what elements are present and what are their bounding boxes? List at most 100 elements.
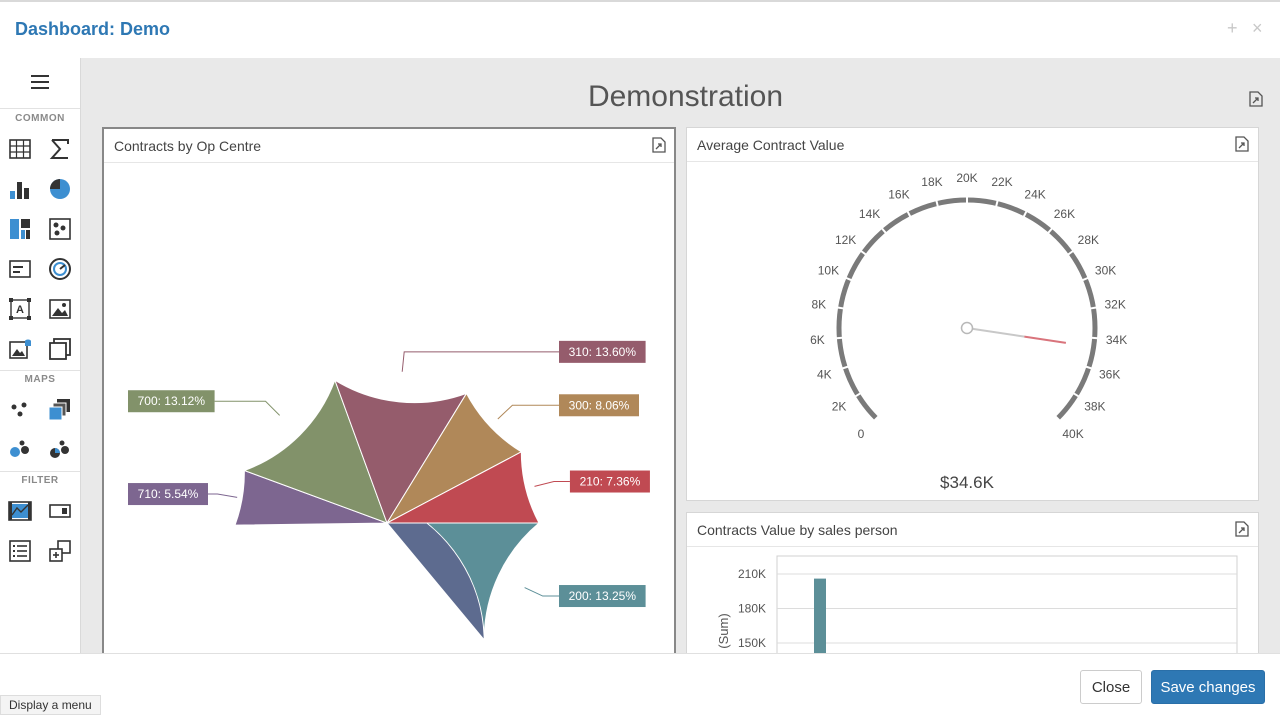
close-icon[interactable]: × <box>1252 18 1263 38</box>
gauge-panel[interactable]: Average Contract Value 0 2K 4K 6K 8K 10K 12K 14… <box>686 127 1259 501</box>
list-box-icon[interactable] <box>8 539 32 563</box>
tooltip: Display a menu <box>0 695 101 715</box>
treemap-icon[interactable] <box>8 217 32 241</box>
pie-label: 210: 7.36% <box>534 470 650 493</box>
gauge-needle <box>960 321 1067 344</box>
gauge-tick <box>1073 392 1080 398</box>
gauge-tick <box>1090 306 1097 310</box>
bar-y-tick-label: 180K <box>738 602 766 616</box>
pie-map-icon[interactable] <box>48 438 72 462</box>
gauge-tick-label: 4K <box>817 367 832 381</box>
gauge-tick-label: 12K <box>835 233 856 247</box>
bar-plot-area <box>776 555 1238 653</box>
gauge-tick <box>873 415 880 422</box>
gauge-tick-label: 10K <box>818 264 839 278</box>
toolbox-group-filter: FILTER <box>21 475 59 486</box>
svg-text:300: 8.06%: 300: 8.06% <box>569 398 630 412</box>
svg-text:310: 13.60%: 310: 13.60% <box>569 345 637 359</box>
gauge-tick-label: 26K <box>1054 207 1075 221</box>
pie-chart: 200: 13.25% 710: 5.54% 700: 13.12% 310: 13.… <box>128 340 650 642</box>
gauge-tick <box>881 227 887 234</box>
bar[interactable] <box>814 578 826 653</box>
bubble-map-icon[interactable] <box>8 438 32 462</box>
hamburger-menu-icon[interactable] <box>31 75 49 89</box>
grid-icon[interactable] <box>8 137 32 161</box>
gauge-tick-label: 34K <box>1106 333 1127 347</box>
toolbox-group-maps: MAPS <box>24 374 56 385</box>
close-button[interactable]: Close <box>1080 670 1142 704</box>
range-filter-icon[interactable] <box>8 499 32 523</box>
sum-icon[interactable] <box>48 137 72 161</box>
card-icon[interactable] <box>8 257 32 281</box>
geo-point-map-icon[interactable] <box>8 398 32 422</box>
pie-slice[interactable] <box>242 378 388 524</box>
gauge-tick-label: 36K <box>1099 367 1120 381</box>
gauge-tick <box>837 306 844 310</box>
dashboard-canvas: Demonstration Contracts by Op Centre 200… <box>81 58 1280 653</box>
pie-panel-title: Contracts by Op Centre <box>114 138 262 154</box>
dashboard-title[interactable]: Demonstration <box>587 80 784 113</box>
toolbox-group-common: COMMON <box>15 113 65 124</box>
gauge-tick-label: 38K <box>1084 399 1105 413</box>
gauge-tick-label: 22K <box>991 175 1012 189</box>
gauge-tick <box>854 392 861 398</box>
bar-y-tick-label: 150K <box>738 636 766 650</box>
pie-chart-icon[interactable] <box>48 177 72 201</box>
gauge-tick <box>1067 250 1074 256</box>
export-icon[interactable] <box>651 137 667 153</box>
gauge-tick <box>1054 415 1061 422</box>
scatter-icon[interactable] <box>48 217 72 241</box>
pie-slice[interactable] <box>333 379 468 525</box>
gauge-tick-label: 30K <box>1095 264 1116 278</box>
svg-text:700: 13.12%: 700: 13.12% <box>138 394 206 408</box>
gauge-tick <box>1085 365 1092 370</box>
gauge-tick-label: 28K <box>1078 233 1099 247</box>
pie-slice[interactable] <box>386 451 540 524</box>
gauge-tick-label: 8K <box>812 298 827 312</box>
gauge-tick-label: 16K <box>888 187 909 201</box>
gauge-tick <box>860 250 867 256</box>
bar-y-axis-label: (Sum) <box>716 613 731 648</box>
bar-chart-icon[interactable] <box>8 177 32 201</box>
svg-text:200: 13.25%: 200: 13.25% <box>569 589 637 603</box>
gauge-tick <box>1022 210 1028 218</box>
pie-label: 700: 13.12% <box>128 390 281 416</box>
group-icon[interactable] <box>48 337 72 361</box>
export-icon[interactable] <box>1234 136 1250 152</box>
plus-icon[interactable]: + <box>1227 18 1238 38</box>
gauge-value: $34.6K <box>940 473 995 492</box>
bar-y-tick-label: 210K <box>738 567 766 581</box>
dialog-title: Dashboard: Demo <box>15 19 171 39</box>
dialog-footer: Close Save changes <box>0 653 1280 718</box>
gauge-tick-label: 20K <box>956 171 977 185</box>
gauge-tick <box>1082 276 1089 282</box>
svg-text:A: A <box>16 304 24 316</box>
tree-view-icon[interactable] <box>48 539 72 563</box>
svg-text:210: 7.36%: 210: 7.36% <box>580 475 641 489</box>
gauge-tick-label: 40K <box>1062 427 1083 441</box>
combo-box-icon[interactable] <box>48 499 72 523</box>
pie-label: 710: 5.54% <box>128 483 238 506</box>
gauge-scale <box>836 197 1098 421</box>
pie-label: 310: 13.60% <box>401 340 646 372</box>
export-icon[interactable] <box>1234 521 1250 537</box>
pie-chart-panel[interactable]: Contracts by Op Centre 200: 13.25% 710: 5… <box>102 127 676 653</box>
gauge-tick-label: 6K <box>810 333 825 347</box>
text-box-icon[interactable]: A <box>8 297 32 321</box>
export-icon[interactable] <box>1248 91 1264 107</box>
bound-image-icon[interactable] <box>8 337 32 361</box>
save-changes-button[interactable]: Save changes <box>1151 670 1265 704</box>
gauge-tick-label: 18K <box>921 175 942 189</box>
bar-chart: 210K 180K 150K (Sum) <box>716 555 1238 653</box>
choropleth-map-icon[interactable] <box>48 398 72 422</box>
dialog-header: Dashboard: Demo + × <box>0 0 1280 58</box>
image-icon[interactable] <box>48 297 72 321</box>
gauge-tick-label: 32K <box>1104 298 1125 312</box>
pie-label: 200: 13.25% <box>524 585 646 608</box>
gauge-tick <box>842 365 849 370</box>
bar-chart-panel[interactable]: Contracts Value by sales person 210K 180K… <box>686 512 1259 653</box>
gauge-icon[interactable] <box>48 257 72 281</box>
gauge-tick-label: 14K <box>859 207 880 221</box>
gauge-panel-title: Average Contract Value <box>697 137 845 153</box>
